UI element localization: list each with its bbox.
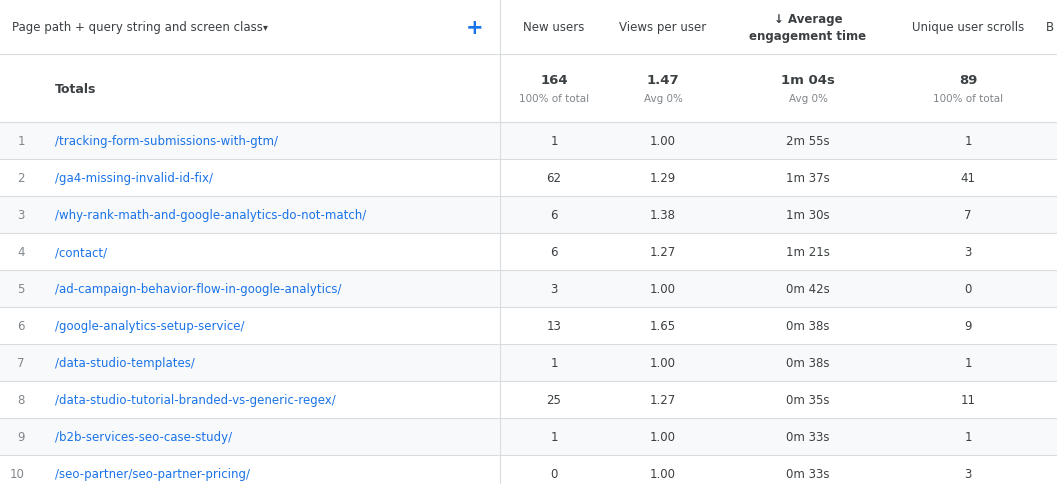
Text: 1: 1 (964, 430, 971, 443)
Text: New users: New users (523, 21, 585, 34)
Text: 1.38: 1.38 (650, 209, 676, 222)
Text: 1: 1 (551, 356, 558, 369)
Text: 1.00: 1.00 (650, 430, 676, 443)
Text: 1: 1 (18, 135, 25, 148)
Text: 10: 10 (11, 467, 25, 480)
Text: 1.00: 1.00 (650, 135, 676, 148)
Text: 0m 33s: 0m 33s (786, 467, 830, 480)
Text: 1.27: 1.27 (650, 393, 676, 406)
Text: 1: 1 (964, 135, 971, 148)
Text: 0: 0 (551, 467, 558, 480)
Text: 41: 41 (961, 172, 976, 184)
Bar (0, 418, 1057, 455)
Bar (0, 0, 1057, 55)
Text: 1: 1 (551, 135, 558, 148)
Text: 0m 38s: 0m 38s (786, 319, 830, 333)
Text: /ga4-missing-invalid-id-fix/: /ga4-missing-invalid-id-fix/ (55, 172, 214, 184)
Text: 1.00: 1.00 (650, 283, 676, 295)
Text: 1m 30s: 1m 30s (786, 209, 830, 222)
Text: 1: 1 (964, 356, 971, 369)
Text: Views per user: Views per user (619, 21, 707, 34)
Bar (0, 307, 1057, 344)
Text: /data-studio-tutorial-branded-vs-generic-regex/: /data-studio-tutorial-branded-vs-generic… (55, 393, 336, 406)
Text: 9: 9 (18, 430, 25, 443)
Text: 1.00: 1.00 (650, 356, 676, 369)
Text: 1m 37s: 1m 37s (786, 172, 830, 184)
Text: 25: 25 (546, 393, 561, 406)
Text: 1.29: 1.29 (650, 172, 676, 184)
Text: Unique user scrolls: Unique user scrolls (912, 21, 1024, 34)
Text: 6: 6 (551, 245, 558, 258)
Bar (0, 123, 1057, 160)
Bar (0, 233, 1057, 271)
Text: /ad-campaign-behavior-flow-in-google-analytics/: /ad-campaign-behavior-flow-in-google-ana… (55, 283, 341, 295)
Text: /b2b-services-seo-case-study/: /b2b-services-seo-case-study/ (55, 430, 233, 443)
Text: 1m 21s: 1m 21s (786, 245, 830, 258)
Text: 100% of total: 100% of total (933, 94, 1003, 104)
Text: 2: 2 (18, 172, 25, 184)
Text: 164: 164 (540, 74, 568, 86)
Bar (0, 160, 1057, 197)
Text: 3: 3 (18, 209, 25, 222)
Text: 1.00: 1.00 (650, 467, 676, 480)
Text: 6: 6 (18, 319, 25, 333)
Text: 1.65: 1.65 (650, 319, 676, 333)
Text: 100% of total: 100% of total (519, 94, 589, 104)
Text: 8: 8 (18, 393, 25, 406)
Text: /tracking-form-submissions-with-gtm/: /tracking-form-submissions-with-gtm/ (55, 135, 278, 148)
Bar (0, 344, 1057, 381)
Text: 1.47: 1.47 (647, 74, 680, 86)
Text: /google-analytics-setup-service/: /google-analytics-setup-service/ (55, 319, 244, 333)
Text: 9: 9 (964, 319, 971, 333)
Text: 0: 0 (964, 283, 971, 295)
Text: 1.27: 1.27 (650, 245, 676, 258)
Text: /data-studio-templates/: /data-studio-templates/ (55, 356, 194, 369)
Text: 89: 89 (959, 74, 977, 86)
Bar (0, 197, 1057, 233)
Text: Avg 0%: Avg 0% (644, 94, 683, 104)
Text: Page path + query string and screen class: Page path + query string and screen clas… (12, 21, 263, 34)
Text: 0m 33s: 0m 33s (786, 430, 830, 443)
Bar (0, 55, 1057, 123)
Text: 3: 3 (551, 283, 558, 295)
Text: 3: 3 (964, 467, 971, 480)
Text: 2m 55s: 2m 55s (786, 135, 830, 148)
Text: Totals: Totals (55, 82, 96, 95)
Text: 1m 04s: 1m 04s (781, 74, 835, 86)
Bar (0, 455, 1057, 484)
Text: /why-rank-math-and-google-analytics-do-not-match/: /why-rank-math-and-google-analytics-do-n… (55, 209, 366, 222)
Text: 0m 38s: 0m 38s (786, 356, 830, 369)
Text: /contact/: /contact/ (55, 245, 107, 258)
Text: 0m 35s: 0m 35s (786, 393, 830, 406)
Text: Avg 0%: Avg 0% (789, 94, 828, 104)
Text: ▾: ▾ (263, 22, 267, 32)
Text: 13: 13 (546, 319, 561, 333)
Bar (0, 271, 1057, 307)
Text: +: + (466, 17, 484, 37)
Text: /seo-partner/seo-partner-pricing/: /seo-partner/seo-partner-pricing/ (55, 467, 251, 480)
Text: 7: 7 (964, 209, 971, 222)
Text: 5: 5 (18, 283, 25, 295)
Text: ↓ Average
engagement time: ↓ Average engagement time (749, 13, 867, 43)
Text: B: B (1046, 21, 1054, 34)
Text: 62: 62 (546, 172, 561, 184)
Text: 11: 11 (961, 393, 976, 406)
Text: 0m 42s: 0m 42s (786, 283, 830, 295)
Text: 1: 1 (551, 430, 558, 443)
Text: 4: 4 (18, 245, 25, 258)
Text: 6: 6 (551, 209, 558, 222)
Text: 3: 3 (964, 245, 971, 258)
Text: 7: 7 (18, 356, 25, 369)
Bar (0, 381, 1057, 418)
